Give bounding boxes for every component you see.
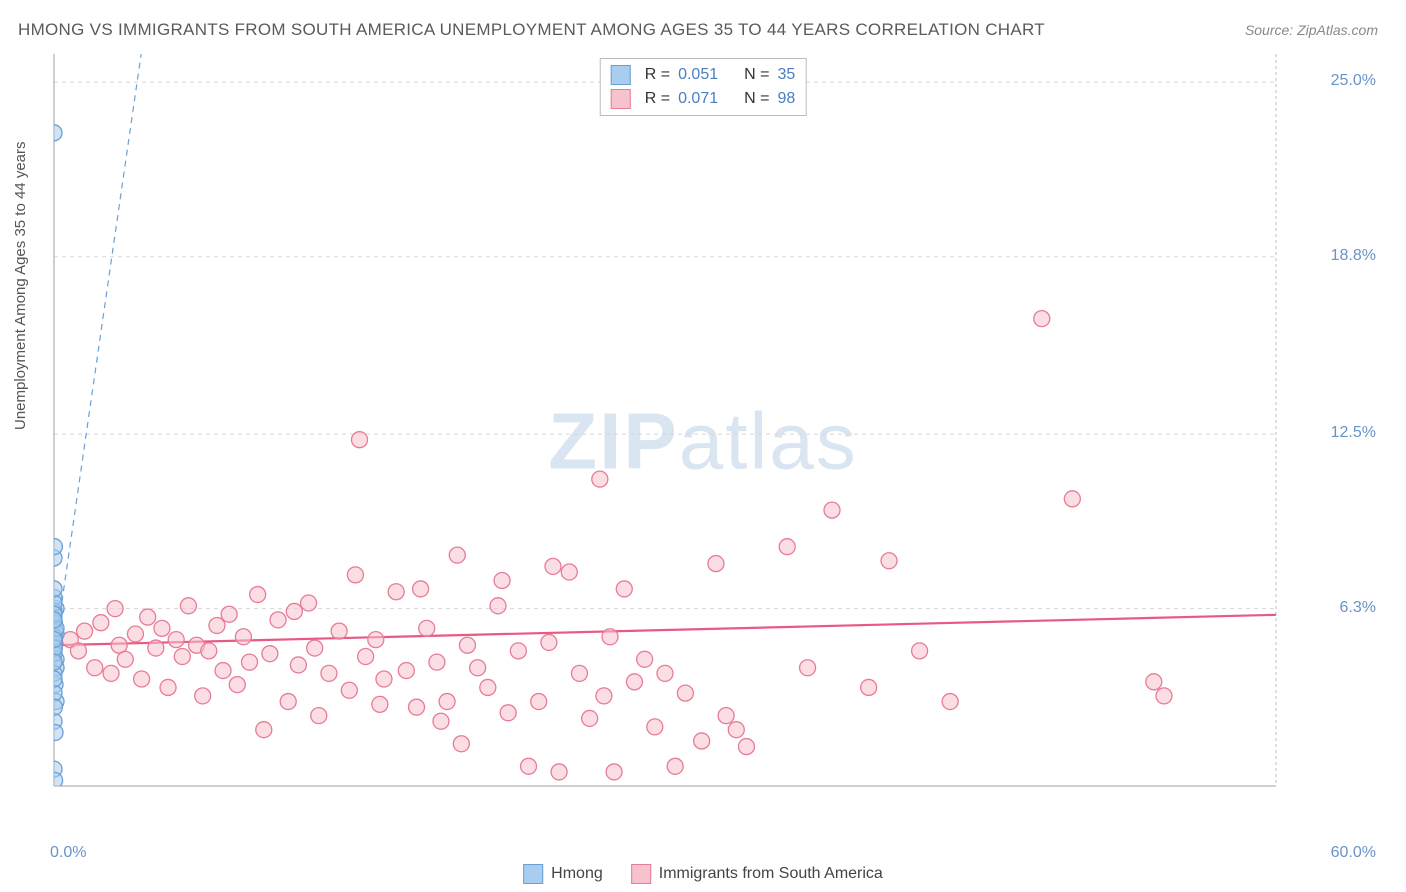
y-tick-label: 6.3% (1340, 599, 1376, 617)
legend-stats-row-hmong: R = 0.051 N = 35 (611, 63, 796, 87)
x-axis-max: 60.0% (1331, 844, 1376, 862)
legend-r-value: 0.071 (678, 90, 718, 108)
legend-stats-row-sa: R = 0.071 N = 98 (611, 87, 796, 111)
y-axis-label: Unemployment Among Ages 35 to 44 years (12, 141, 29, 430)
legend-label: Hmong (551, 865, 603, 883)
legend-r-label: R = (645, 66, 670, 84)
legend-item-south-america: Immigrants from South America (631, 864, 883, 884)
scatter-chart (48, 48, 1348, 816)
legend-n-value: 35 (777, 66, 795, 84)
legend-r-value: 0.051 (678, 66, 718, 84)
legend-n-value: 98 (777, 90, 795, 108)
chart-area (48, 48, 1348, 816)
legend-n-label: N = (744, 90, 769, 108)
swatch-hmong (611, 65, 631, 85)
legend-item-hmong: Hmong (523, 864, 603, 884)
y-tick-label: 25.0% (1331, 72, 1376, 90)
swatch-south-america (611, 89, 631, 109)
legend-series: Hmong Immigrants from South America (523, 864, 883, 884)
swatch-hmong (523, 864, 543, 884)
x-axis-min: 0.0% (50, 844, 86, 862)
legend-n-label: N = (744, 66, 769, 84)
source-label: Source: ZipAtlas.com (1245, 22, 1378, 38)
legend-r-label: R = (645, 90, 670, 108)
swatch-south-america (631, 864, 651, 884)
legend-label: Immigrants from South America (659, 865, 883, 883)
y-tick-label: 18.8% (1331, 247, 1376, 265)
chart-title: HMONG VS IMMIGRANTS FROM SOUTH AMERICA U… (18, 20, 1045, 40)
y-tick-label: 12.5% (1331, 424, 1376, 442)
legend-stats: R = 0.051 N = 35 R = 0.071 N = 98 (600, 58, 807, 116)
